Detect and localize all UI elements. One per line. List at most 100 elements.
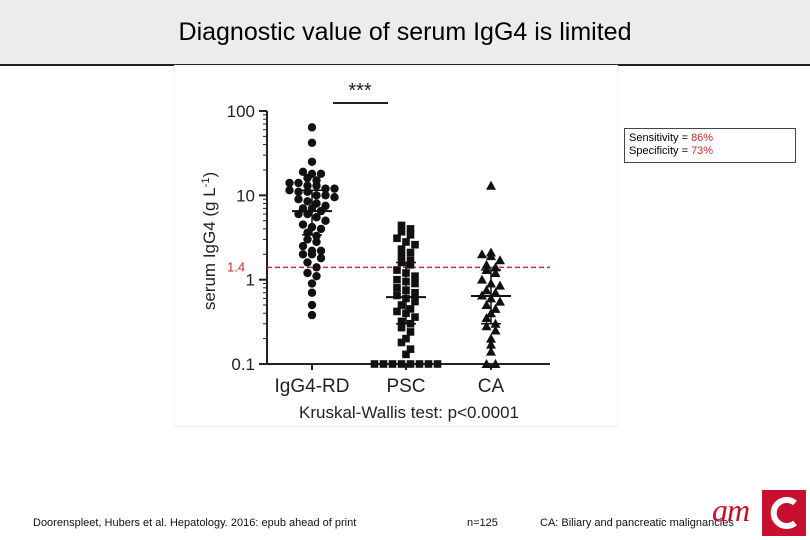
specificity-label: Specificity = bbox=[629, 145, 692, 157]
slide-title: Diagnostic value of serum IgG4 is limite… bbox=[178, 18, 632, 46]
data-point-circle bbox=[298, 220, 308, 229]
data-point-square bbox=[397, 360, 406, 368]
data-point-square bbox=[393, 266, 401, 274]
data-point-square bbox=[393, 291, 401, 300]
data-point-triangle bbox=[477, 249, 487, 259]
y-tick-label: 10 bbox=[236, 186, 255, 205]
data-point-square bbox=[433, 360, 442, 368]
data-point-square bbox=[406, 261, 415, 269]
data-point-circle bbox=[307, 288, 317, 297]
data-point-square bbox=[402, 334, 410, 343]
data-point-square bbox=[406, 305, 415, 313]
data-point-circle bbox=[294, 187, 303, 197]
data-point-square bbox=[406, 225, 415, 233]
data-point-circle bbox=[312, 181, 321, 190]
data-point-square bbox=[393, 307, 401, 316]
specificity-row: Specificity = 73% bbox=[629, 145, 795, 158]
data-point-circle bbox=[316, 253, 326, 263]
data-point-triangle bbox=[490, 303, 501, 313]
data-point-square bbox=[406, 328, 415, 336]
data-point-circle bbox=[307, 123, 317, 132]
data-point-square bbox=[411, 297, 419, 306]
data-point-triangle bbox=[490, 325, 501, 335]
title-band bbox=[0, 0, 810, 64]
data-point-circle bbox=[307, 138, 317, 147]
data-point-circle bbox=[330, 193, 339, 202]
footer-sample-size: n=125 bbox=[467, 517, 498, 529]
data-point-square bbox=[388, 360, 397, 368]
data-point-square bbox=[406, 360, 415, 368]
data-point-square bbox=[406, 248, 415, 257]
data-point-circle bbox=[316, 224, 326, 234]
data-point-triangle bbox=[486, 333, 496, 343]
x-tick-label: CA bbox=[478, 376, 505, 397]
data-point-triangle bbox=[490, 262, 501, 272]
data-point-square bbox=[411, 272, 419, 280]
data-point-square bbox=[397, 338, 406, 347]
data-point-square bbox=[397, 221, 406, 230]
data-point-triangle bbox=[481, 259, 492, 269]
data-point-square bbox=[406, 256, 415, 265]
data-point-square bbox=[397, 317, 406, 326]
amc-logo: am bbox=[708, 490, 808, 538]
data-point-triangle bbox=[490, 267, 501, 277]
footer-citation: Doorenspleet, Hubers et al. Hepatology. … bbox=[33, 517, 357, 529]
data-point-circle bbox=[312, 237, 321, 247]
data-point-circle bbox=[303, 173, 312, 183]
data-point-circle bbox=[298, 241, 308, 251]
scatter-chart: 100 10 1 0.1 serum IgG4 (g L-1) IgG4-RD PSC CA K… bbox=[200, 80, 550, 422]
data-point-triangle bbox=[490, 359, 501, 368]
x-tick-label: PSC bbox=[386, 376, 425, 397]
y-tick-label: 0.1 bbox=[231, 355, 255, 374]
data-point-circle bbox=[307, 157, 317, 166]
data-point-circle bbox=[312, 231, 321, 241]
data-point-circle bbox=[303, 181, 312, 190]
data-point-triangle bbox=[486, 339, 496, 349]
data-point-square bbox=[424, 360, 433, 368]
specificity-value: 73% bbox=[691, 145, 714, 157]
data-point-square bbox=[393, 284, 401, 292]
data-point-triangle bbox=[481, 300, 492, 310]
data-point-square bbox=[411, 240, 419, 249]
title-divider bbox=[0, 64, 810, 66]
data-point-circle bbox=[298, 250, 308, 259]
y-axis-title: serum IgG4 (g L-1) bbox=[200, 172, 219, 310]
y-tick-label: 100 bbox=[227, 102, 255, 121]
footer-note: CA: Biliary and pancreatic malignancies bbox=[540, 517, 734, 529]
data-point-circle bbox=[294, 178, 303, 188]
figure-panel: 100 10 1 0.1 serum IgG4 (g L-1) IgG4-RD PSC CA K… bbox=[175, 66, 617, 426]
significance-label: *** bbox=[348, 80, 372, 102]
data-point-triangle bbox=[486, 251, 496, 261]
data-point-square bbox=[397, 323, 406, 332]
data-point-triangle bbox=[486, 180, 496, 190]
data-point-square bbox=[370, 360, 379, 368]
data-point-circle bbox=[298, 167, 308, 177]
data-point-circle bbox=[312, 213, 321, 222]
data-point-triangle bbox=[481, 313, 492, 323]
data-point-circle bbox=[307, 250, 317, 259]
data-point-circle bbox=[321, 216, 330, 225]
data-point-square bbox=[411, 279, 419, 288]
x-axis-title: Kruskal-Wallis test: p<0.0001 bbox=[299, 403, 519, 422]
data-point-square bbox=[379, 360, 388, 368]
data-point-square bbox=[397, 245, 406, 253]
data-point-circle bbox=[303, 258, 312, 267]
data-point-triangle bbox=[486, 346, 496, 356]
data-point-circle bbox=[330, 184, 339, 193]
data-point-square bbox=[415, 360, 424, 368]
y-tick-label: 1 bbox=[246, 271, 255, 290]
sensitivity-row: Sensitivity = 86% bbox=[629, 132, 795, 145]
data-point-circle bbox=[312, 271, 321, 281]
data-point-circle bbox=[321, 191, 330, 200]
data-point-square bbox=[411, 288, 419, 297]
data-point-circle bbox=[285, 178, 294, 188]
logo-text: am bbox=[712, 492, 750, 528]
data-point-square bbox=[397, 301, 406, 309]
x-tick-label: IgG4-RD bbox=[275, 376, 350, 397]
data-point-square bbox=[406, 345, 415, 353]
data-point-circle bbox=[307, 310, 317, 320]
data-point-circle bbox=[312, 191, 321, 200]
chart-labels: 100 10 1 0.1 serum IgG4 (g L-1) IgG4-RD PSC CA K… bbox=[200, 80, 519, 422]
data-point-square bbox=[406, 231, 415, 239]
data-point-square bbox=[411, 313, 419, 321]
